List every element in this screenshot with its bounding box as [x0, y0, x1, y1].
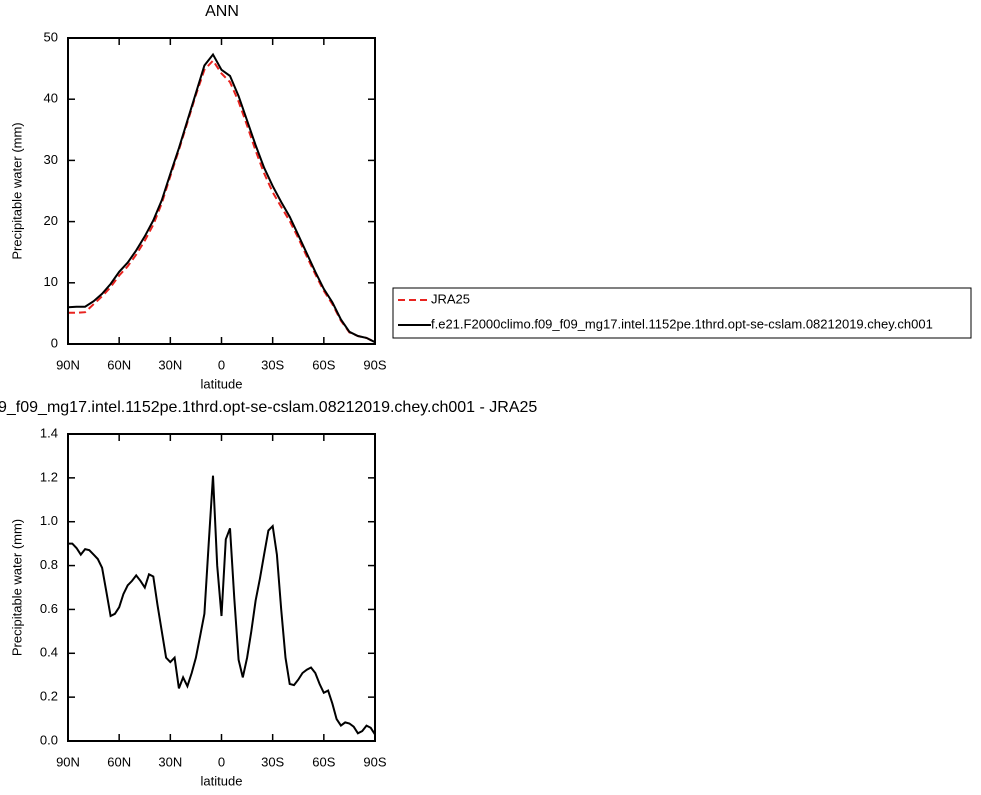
x-tick-label: 90S	[363, 357, 386, 372]
x-tick-label: 90N	[56, 357, 80, 372]
data-line	[68, 475, 376, 735]
y-tick-label: 50	[44, 29, 58, 44]
y-tick-label: 0	[51, 335, 58, 350]
legend-label: f.e21.F2000climo.f09_f09_mg17.intel.1152…	[431, 316, 933, 331]
y-tick-label: 10	[44, 274, 58, 289]
y-tick-label: 0.6	[40, 601, 58, 616]
x-tick-label: 90S	[363, 754, 386, 769]
y-tick-label: 0.2	[40, 689, 58, 704]
chart-title: 9_f09_mg17.intel.1152pe.1thrd.opt-se-csl…	[0, 399, 537, 416]
data-line	[68, 58, 376, 344]
x-tick-label: 60S	[312, 357, 335, 372]
x-tick-label: 30S	[261, 357, 284, 372]
legend-label: JRA25	[431, 291, 470, 306]
x-tick-label: 30S	[261, 754, 284, 769]
data-line	[67, 52, 376, 344]
chart-title: ANN	[205, 3, 239, 20]
y-tick-label: 0.0	[40, 732, 58, 747]
x-tick-label: 60N	[107, 754, 131, 769]
x-tick-label: 60N	[107, 357, 131, 372]
plot-frame	[67, 433, 376, 742]
x-axis-label: latitude	[201, 376, 243, 391]
y-tick-label: 20	[44, 213, 58, 228]
y-tick-label: 40	[44, 91, 58, 106]
y-tick-label: 1.4	[40, 425, 58, 440]
y-tick-label: 1.0	[40, 513, 58, 528]
y-tick-label: 0.8	[40, 557, 58, 572]
x-tick-label: 60S	[312, 754, 335, 769]
x-axis-label: latitude	[201, 773, 243, 788]
y-tick-label: 0.4	[40, 645, 58, 660]
y-tick-label: 30	[44, 152, 58, 167]
x-tick-label: 30N	[158, 754, 182, 769]
plot-frame	[67, 37, 376, 345]
x-tick-label: 30N	[158, 357, 182, 372]
legend-box	[392, 287, 972, 339]
x-tick-label: 0	[218, 357, 225, 372]
x-tick-label: 90N	[56, 754, 80, 769]
y-tick-label: 1.2	[40, 469, 58, 484]
y-axis-label: Precipitable water (mm)	[9, 122, 24, 259]
y-axis-label: Precipitable water (mm)	[9, 519, 24, 656]
x-tick-label: 0	[218, 754, 225, 769]
